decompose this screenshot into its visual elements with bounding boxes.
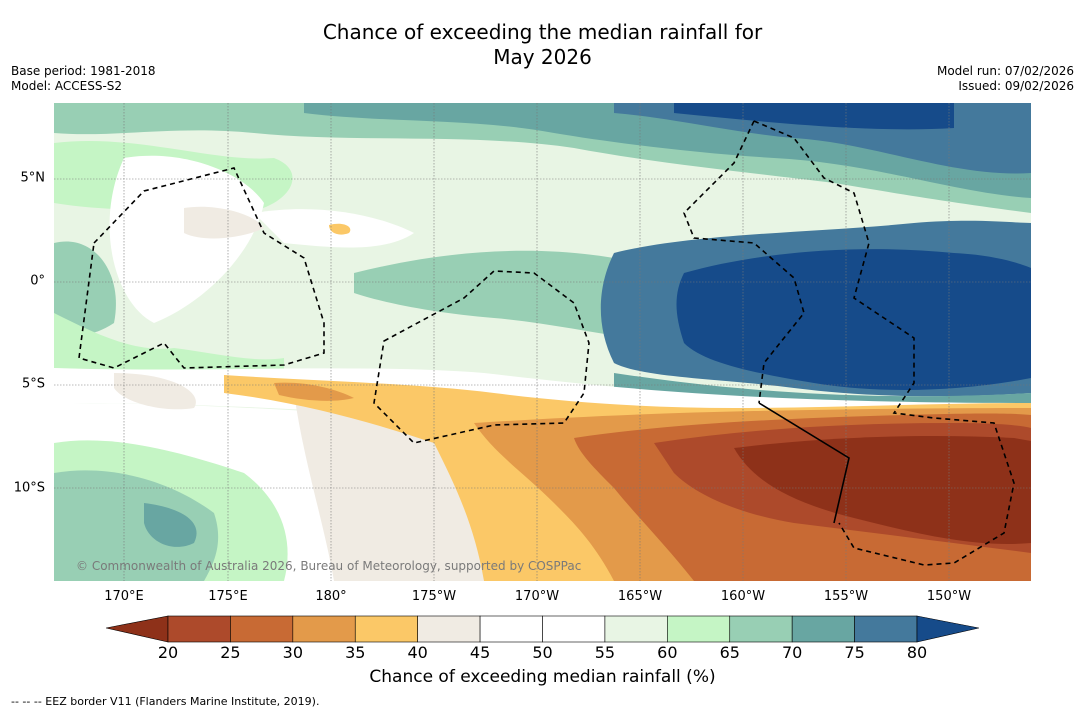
colorbar-tick: 35 [345, 643, 366, 662]
colorbar-cell [230, 615, 294, 643]
issued-date: Issued: 09/02/2026 [958, 79, 1074, 93]
colorbar-tick: 30 [282, 643, 304, 662]
title-line-1: Chance of exceeding the median rainfall … [322, 20, 763, 44]
colorbar-tick: 40 [407, 643, 428, 662]
region-nw-white [109, 155, 264, 323]
eez-footnote: -- -- -- EEZ border V11 (Flanders Marine… [11, 695, 320, 708]
x-tick-170e: 170°E [104, 589, 144, 604]
colorbar-cells [167, 615, 918, 643]
region-north-navy [674, 103, 954, 130]
colorbar-cell [667, 615, 731, 643]
colorbar-left-arrow [106, 615, 169, 643]
base-period: Base period: 1981-2018 [11, 64, 156, 78]
colorbar-cell [417, 615, 481, 643]
colorbar-cell [542, 615, 606, 643]
colorbar-cell [479, 615, 543, 643]
x-tick-165w: 165°W [617, 589, 663, 604]
region-west-green [54, 313, 284, 378]
region-small-orange [329, 223, 351, 235]
map-title: Chance of exceeding the median rainfall … [0, 20, 1085, 70]
model-run-date: Model run: 07/02/2026 [936, 64, 1074, 78]
boundary-line [758, 402, 850, 524]
eez-border-central [373, 270, 590, 444]
colorbar-label: Chance of exceeding median rainfall (%) [369, 667, 716, 687]
x-tick-150w: 150°W [926, 589, 972, 604]
region-sw-darkteal [144, 503, 197, 547]
colorbar-tick: 25 [220, 643, 241, 662]
x-tick-155w: 155°W [823, 589, 869, 604]
eez-border-east-inner [683, 120, 805, 404]
colorbar-tick: 80 [906, 643, 928, 662]
region-west-teal [54, 241, 116, 334]
copyright-notice: © Commonwealth of Australia 2026, Bureau… [76, 559, 582, 573]
x-tick-175e: 175°E [208, 589, 248, 604]
model-info: Base period: 1981-2018 Model: ACCESS-S2 [11, 64, 156, 94]
run-info: Model run: 07/02/2026 Issued: 09/02/2026 [937, 64, 1074, 94]
y-tick-5s: 5°S [21, 376, 45, 392]
colorbar-tick: 60 [657, 643, 678, 662]
colorbar-cell [167, 615, 231, 643]
gridlines [54, 103, 1031, 581]
x-tick-175w: 175°W [411, 589, 457, 604]
eez-border-east [753, 120, 1015, 566]
region-nw-beige [184, 206, 264, 239]
colorbar-cell [292, 615, 356, 643]
colorbar-tick: 65 [719, 643, 740, 662]
y-tick-0: 0° [30, 273, 45, 289]
colorbar-tick: 55 [594, 643, 616, 662]
title-line-2: May 2026 [493, 45, 592, 69]
colorbar-right-arrow [916, 615, 979, 643]
region-sw-teal [54, 470, 219, 581]
colorbar-tick: 45 [469, 643, 491, 662]
colorbar-tick: 50 [532, 643, 553, 662]
x-tick-170w: 170°W [514, 589, 560, 604]
region-sw-beige [114, 373, 196, 410]
colorbar-tick: 20 [157, 643, 179, 662]
eez-borders [78, 120, 1015, 566]
region-dark-orange [274, 382, 354, 401]
y-tick-10s: 10°S [13, 480, 45, 496]
x-tick-160w: 160°W [720, 589, 766, 604]
colorbar-cell [854, 615, 918, 643]
region-equator-teal [354, 250, 682, 343]
region-darkest [734, 436, 1031, 544]
colorbar-cell [604, 615, 668, 643]
eez-border-west [78, 167, 325, 369]
colorbar-cell [791, 615, 855, 643]
colorbar-tick: 70 [781, 643, 803, 662]
rainfall-map [54, 103, 1031, 581]
colorbar [106, 615, 979, 643]
model-name: Model: ACCESS-S2 [11, 79, 123, 93]
y-tick-5n: 5°N [20, 170, 46, 186]
x-tick-180: 180° [315, 589, 347, 604]
colorbar-cell [354, 615, 418, 643]
colorbar-cell [729, 615, 793, 643]
region-east-navy [676, 249, 1031, 390]
colorbar-tick: 75 [844, 643, 865, 662]
